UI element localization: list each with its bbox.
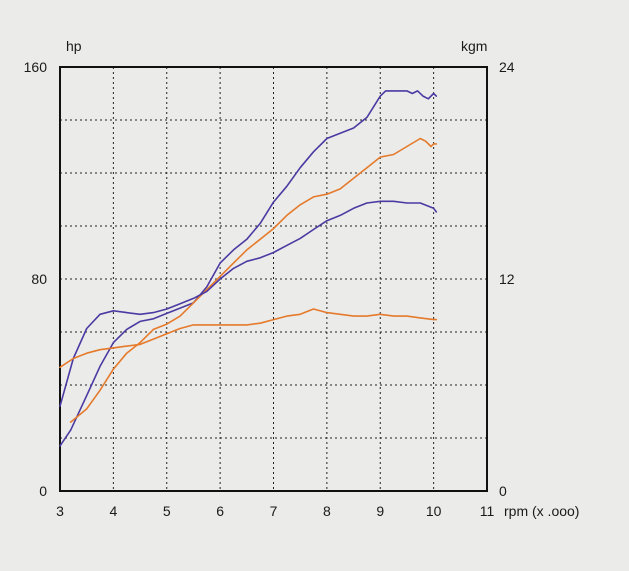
right-tick-label: 0: [499, 483, 507, 499]
x-tick-label: 4: [109, 503, 117, 519]
x-tick-label: 5: [163, 503, 171, 519]
axis-labels: hp kgm rpm (x .ooo) 3 4 5 6 7 8 9 10 11080160012…: [24, 38, 580, 519]
right-tick-label: 24: [499, 59, 515, 75]
x-tick-label: 9: [376, 503, 384, 519]
torque-curve-orange: [59, 308, 438, 369]
right-axis-unit: kgm: [461, 38, 487, 54]
right-tick-label: 12: [499, 271, 515, 287]
x-tick-label: 8: [323, 503, 331, 519]
x-tick-label: 10: [426, 503, 442, 519]
x-axis-unit: rpm (x .ooo): [504, 503, 579, 519]
power-curve-blue: [59, 90, 438, 447]
plot-frame: [59, 66, 488, 492]
x-tick-label: 3: [56, 503, 64, 519]
left-axis-unit: hp: [66, 38, 82, 54]
left-tick-label: 80: [31, 271, 47, 287]
x-tick-label: 6: [216, 503, 224, 519]
grid-lines: [60, 67, 487, 491]
series-layer: [59, 90, 438, 447]
torque-curve-blue: [59, 200, 438, 408]
x-tick-label: 7: [270, 503, 278, 519]
x-tick-label: 11: [480, 503, 495, 519]
left-tick-label: 0: [39, 483, 47, 499]
left-tick-label: 160: [24, 59, 48, 75]
power-curve-orange: [69, 137, 438, 423]
